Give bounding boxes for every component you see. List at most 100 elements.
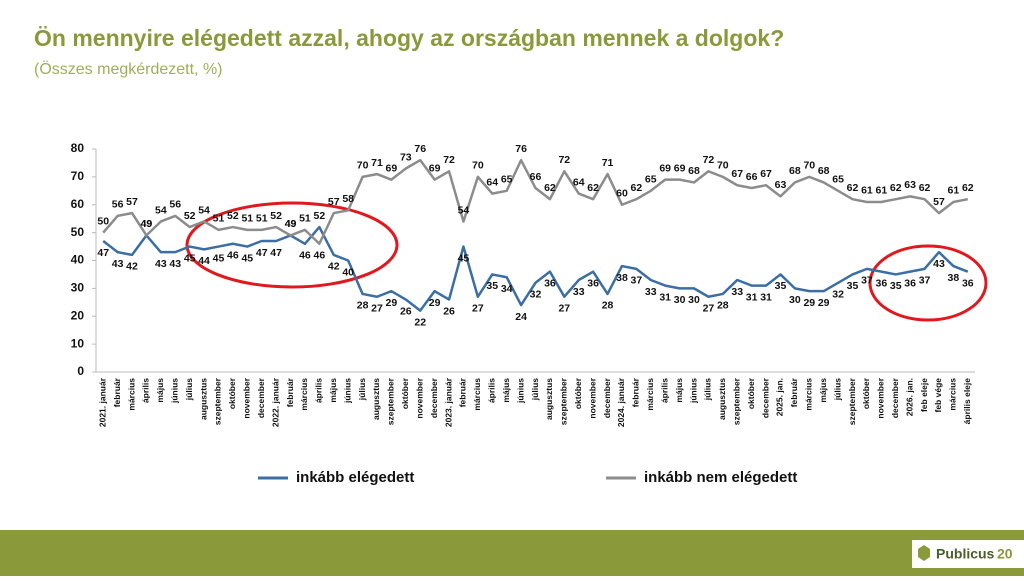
x-tick-label: június	[688, 378, 698, 404]
data-label: 62	[890, 182, 902, 194]
data-label: 70	[803, 160, 815, 172]
data-label: 62	[631, 182, 643, 194]
x-tick-label: október	[400, 377, 410, 409]
x-tick-label: 2021. január	[97, 377, 107, 427]
data-label: 52	[270, 210, 282, 222]
x-tick-label: március	[299, 378, 309, 411]
data-label: 28	[357, 300, 369, 312]
x-tick-label: szeptember	[847, 377, 857, 425]
x-tick-label: május	[328, 378, 338, 403]
data-label: 49	[141, 218, 153, 230]
data-label: 30	[674, 294, 686, 306]
data-label: 37	[861, 275, 873, 287]
x-tick-label: július	[530, 378, 540, 401]
x-tick-label: feb eleje	[919, 378, 929, 412]
data-label: 52	[184, 210, 196, 222]
data-label: 54	[458, 204, 470, 216]
data-label: 32	[832, 289, 844, 301]
data-label: 70	[472, 160, 484, 172]
data-label: 65	[832, 174, 844, 186]
y-tick-label: 0	[77, 364, 84, 378]
data-label: 72	[558, 154, 570, 166]
data-label: 52	[227, 210, 239, 222]
data-label: 72	[443, 154, 455, 166]
x-tick-label: július	[703, 378, 713, 401]
x-tick-label: május	[674, 378, 684, 403]
y-tick-label: 20	[71, 308, 85, 322]
x-tick-label: július	[357, 378, 367, 401]
x-tick-label: május	[155, 378, 165, 403]
data-label: 35	[486, 280, 498, 292]
x-tick-label: 2026. jan.	[904, 378, 914, 416]
x-tick-label: december	[256, 377, 266, 418]
data-label: 76	[414, 143, 426, 155]
highlight-circle	[185, 201, 399, 289]
x-tick-label: augusztus	[198, 378, 208, 420]
data-label: 27	[371, 303, 383, 315]
data-label: 30	[789, 294, 801, 306]
data-label: 51	[241, 213, 253, 225]
data-label: 69	[386, 162, 398, 174]
data-label: 36	[544, 277, 556, 289]
data-label: 29	[818, 297, 830, 309]
highlight-circle	[868, 244, 988, 322]
x-tick-label: november	[876, 377, 886, 418]
data-label: 36	[875, 277, 887, 289]
y-tick-label: 50	[71, 225, 85, 239]
data-label: 36	[587, 277, 599, 289]
x-tick-label: december	[760, 377, 770, 418]
data-label: 52	[314, 210, 326, 222]
data-label: 68	[818, 165, 830, 177]
legend-label: inkább elégedett	[296, 469, 414, 486]
x-tick-label: február	[789, 377, 799, 407]
data-label: 69	[429, 162, 441, 174]
data-label: 28	[717, 300, 729, 312]
data-label: 31	[659, 291, 671, 303]
data-label: 62	[962, 182, 974, 194]
data-label: 31	[760, 291, 772, 303]
x-tick-label: március	[645, 378, 655, 411]
data-label: 45	[241, 252, 253, 264]
data-label: 61	[948, 185, 960, 197]
data-label: 65	[501, 174, 513, 186]
data-label: 38	[616, 272, 628, 284]
y-tick-label: 30	[71, 281, 85, 295]
x-tick-label: augusztus	[371, 378, 381, 420]
data-label: 51	[213, 213, 225, 225]
x-tick-label: december	[429, 377, 439, 418]
x-tick-label: december	[890, 377, 900, 418]
x-tick-label: október	[861, 377, 871, 409]
data-label: 26	[443, 305, 455, 317]
logo-icon	[918, 545, 930, 561]
series-line	[102, 158, 969, 246]
x-tick-label: április	[659, 378, 669, 403]
data-label: 57	[126, 196, 138, 208]
x-tick-label: április eleje	[962, 378, 972, 425]
data-label: 47	[270, 247, 282, 259]
x-tick-label: augusztus	[717, 378, 727, 420]
data-label: 67	[760, 168, 772, 180]
x-tick-label: szeptember	[559, 377, 569, 425]
data-label: 27	[703, 303, 715, 315]
data-label: 29	[386, 297, 398, 309]
data-label: 70	[357, 160, 369, 172]
data-label: 65	[645, 174, 657, 186]
data-label: 35	[847, 280, 859, 292]
data-label: 32	[530, 289, 542, 301]
data-label: 28	[602, 300, 614, 312]
x-tick-label: október	[746, 377, 756, 409]
y-tick-label: 80	[71, 141, 85, 155]
data-label: 56	[169, 199, 181, 211]
data-label: 50	[97, 215, 109, 227]
data-label: 63	[904, 179, 916, 191]
x-tick-label: március	[472, 378, 482, 411]
legend-label: inkább nem elégedett	[644, 469, 797, 486]
data-label: 37	[919, 275, 931, 287]
x-tick-label: június	[170, 378, 180, 404]
x-tick-label: június	[342, 378, 352, 404]
x-tick-label: július	[184, 378, 194, 401]
data-label: 62	[544, 182, 556, 194]
x-tick-label: március	[948, 378, 958, 411]
data-label: 26	[400, 305, 412, 317]
